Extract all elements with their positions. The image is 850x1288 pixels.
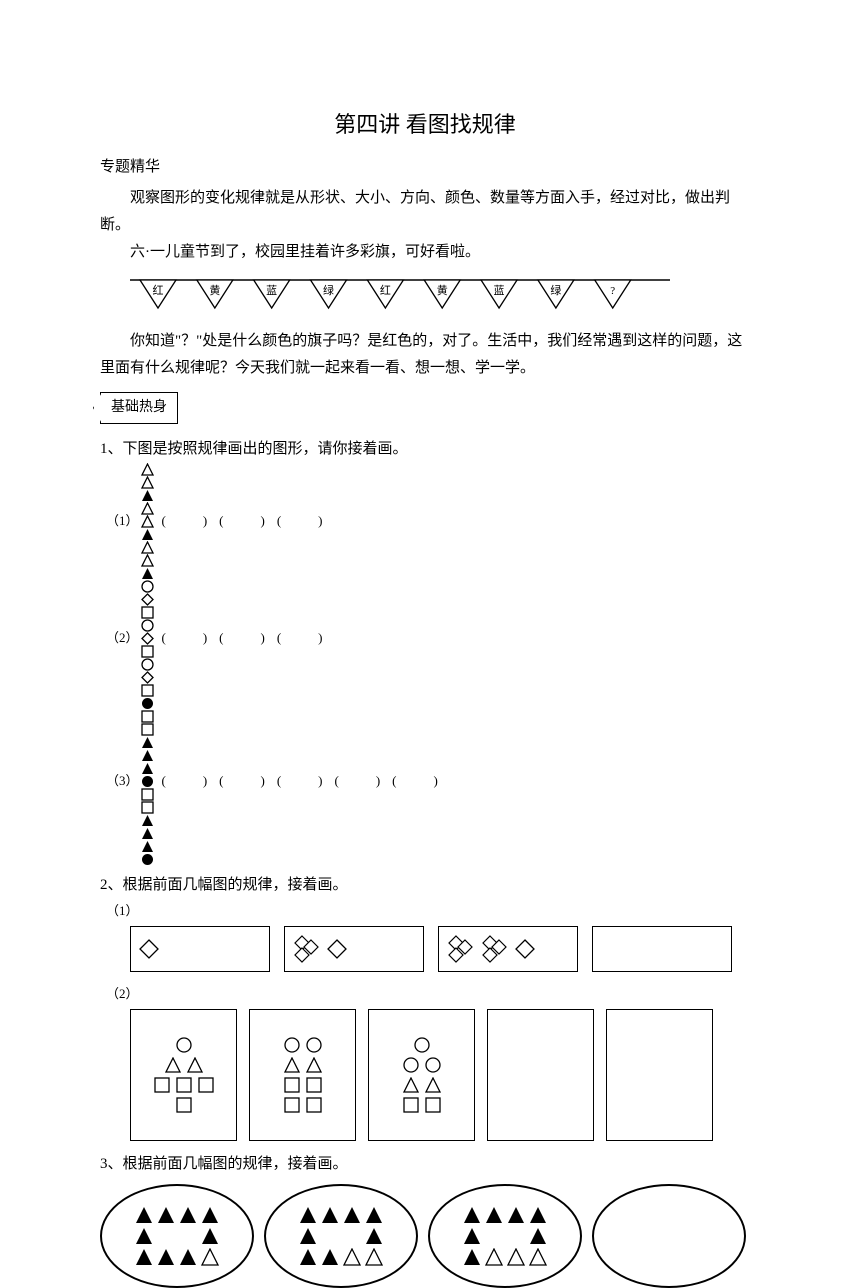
svg-text:红: 红	[153, 284, 164, 297]
pattern-box	[592, 926, 732, 972]
svg-text:黄: 黄	[437, 283, 448, 297]
svg-text:?: ?	[610, 285, 615, 297]
pattern-oval	[264, 1184, 418, 1288]
subtitle: 专题精华	[100, 154, 750, 181]
q2-sub1-boxes	[130, 926, 750, 972]
q3-ovals	[100, 1184, 750, 1288]
after-flags-text: 你知道"？"处是什么颜色的旗子吗？是红色的，对了。生活中，我们经常遇到这样的问题…	[100, 328, 750, 382]
q1-sub2-label: （2）	[106, 626, 139, 649]
q1-sub1-shapes	[141, 463, 154, 580]
q1-sub1: （1） ( )( )( )	[106, 463, 750, 580]
question-3: 3、根据前面几幅图的规律，接着画。	[100, 1151, 750, 1178]
q1-sub3: （3） ( )( )( )( )( )	[106, 697, 750, 866]
q1-sub3-label: （3）	[106, 769, 139, 792]
q2-sub2-label: （2）	[106, 982, 750, 1005]
q1-sub3-blanks: ( )( )( )( )( )	[162, 769, 450, 792]
pattern-tallbox	[606, 1009, 713, 1141]
flag-intro: 六·一儿童节到了，校园里挂着许多彩旗，可好看啦。	[100, 239, 750, 266]
q1-sub1-blanks: ( )( )( )	[162, 509, 335, 532]
svg-text:蓝: 蓝	[266, 284, 277, 297]
svg-text:绿: 绿	[323, 283, 334, 297]
question-1: 1、下图是按照规律画出的图形，请你接着画。	[100, 436, 750, 463]
q1-sub3-shapes	[141, 697, 154, 866]
pattern-oval	[428, 1184, 582, 1288]
pattern-tallbox	[368, 1009, 475, 1141]
section-label: 基础热身	[100, 392, 178, 423]
svg-text:黄: 黄	[209, 283, 220, 297]
q1-sub2-shapes	[141, 580, 154, 697]
pattern-tallbox	[249, 1009, 356, 1141]
question-2: 2、根据前面几幅图的规律，接着画。	[100, 872, 750, 899]
intro-text: 观察图形的变化规律就是从形状、大小、方向、颜色、数量等方面入手，经过对比，做出判…	[100, 185, 750, 239]
q2-sub1-label: （1）	[106, 899, 750, 922]
flag-diagram: 红 黄 蓝 绿 红 黄 蓝 绿?	[130, 274, 750, 316]
pattern-oval	[592, 1184, 746, 1288]
pattern-tallbox	[130, 1009, 237, 1141]
pattern-oval	[100, 1184, 254, 1288]
page-title: 第四讲 看图找规律	[100, 105, 750, 145]
q1-sub2: （2） ( )( )( )	[106, 580, 750, 697]
svg-text:红: 红	[380, 284, 391, 297]
pattern-tallbox	[487, 1009, 594, 1141]
pattern-box	[438, 926, 578, 972]
q2-sub2-boxes	[130, 1009, 750, 1141]
svg-text:蓝: 蓝	[494, 284, 505, 297]
q1-sub2-blanks: ( )( )( )	[162, 626, 335, 649]
pattern-box	[130, 926, 270, 972]
q1-sub1-label: （1）	[106, 509, 139, 532]
pattern-box	[284, 926, 424, 972]
svg-text:绿: 绿	[550, 283, 561, 297]
